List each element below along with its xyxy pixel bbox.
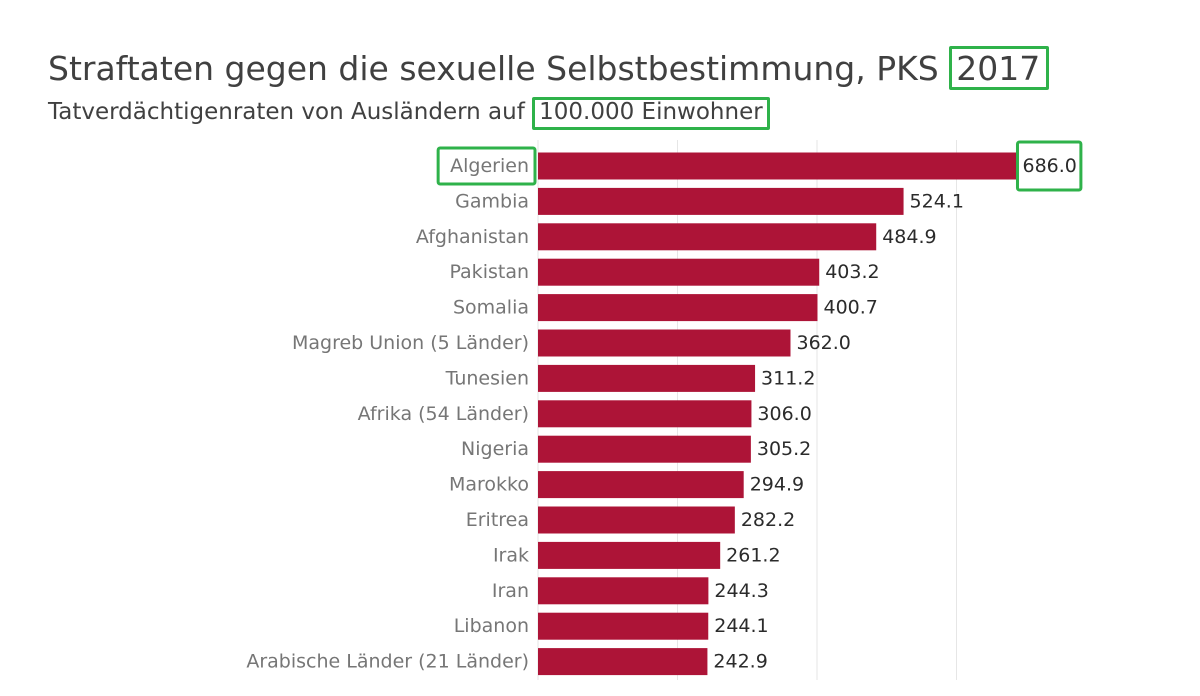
bar-1	[538, 187, 904, 215]
value-label: 244.3	[714, 580, 768, 602]
value-label: 311.2	[761, 367, 815, 389]
highlight-box-category	[436, 146, 537, 186]
chart-title: Straftaten gegen die sexuelle Selbstbest…	[48, 46, 1050, 92]
highlight-box-value	[1015, 140, 1083, 192]
value-label: 484.9	[882, 226, 936, 248]
value-label: 400.7	[823, 297, 877, 319]
category-label: Algerien	[450, 155, 529, 177]
bar-7	[538, 400, 752, 428]
category-label: Magreb Union (5 Länder)	[292, 332, 529, 354]
category-label: Marokko	[449, 474, 529, 496]
value-label: 305.2	[757, 438, 811, 460]
title-year-highlight: 2017	[949, 46, 1050, 91]
bar-10	[538, 506, 735, 534]
category-label: Libanon	[454, 615, 529, 637]
category-label: Irak	[493, 544, 529, 566]
value-label: 524.1	[910, 190, 964, 212]
value-label: 686.0	[1022, 155, 1076, 177]
category-label: Eritrea	[466, 509, 529, 531]
value-label: 362.0	[796, 332, 850, 354]
bar-6	[538, 364, 756, 392]
bar-9	[538, 471, 744, 499]
category-label: Iran	[492, 580, 529, 602]
category-label: Nigeria	[461, 438, 529, 460]
category-label: Afrika (54 Länder)	[358, 403, 529, 425]
chart-title-text: Straftaten gegen die sexuelle Selbstbest…	[48, 49, 939, 88]
category-label: Gambia	[455, 190, 529, 212]
value-label: 242.9	[713, 651, 767, 673]
bar-13	[538, 612, 709, 640]
value-label: 244.1	[714, 615, 768, 637]
chart-subtitle: Tatverdächtigenraten von Ausländern auf …	[48, 94, 770, 131]
category-label: Pakistan	[449, 261, 529, 283]
value-label: 261.2	[726, 544, 780, 566]
category-label: Afghanistan	[416, 226, 529, 248]
bar-14	[538, 648, 708, 676]
category-label: Tunesien	[445, 367, 529, 389]
bar-3	[538, 258, 820, 286]
bar-5	[538, 329, 791, 357]
subtitle-unit-highlight: 100.000 Einwohner	[532, 97, 770, 131]
value-label: 403.2	[825, 261, 879, 283]
value-label: 306.0	[757, 403, 811, 425]
chart-subtitle-text: Tatverdächtigenraten von Ausländern auf	[48, 99, 525, 125]
bar-4	[538, 294, 818, 322]
value-label: 294.9	[750, 474, 804, 496]
bar-11	[538, 541, 721, 569]
bar-2	[538, 223, 877, 251]
bar-12	[538, 577, 709, 605]
bar-8	[538, 435, 751, 463]
category-label: Somalia	[453, 297, 529, 319]
value-label: 282.2	[741, 509, 795, 531]
bar-0	[538, 152, 1017, 180]
category-label: Arabische Länder (21 Länder)	[246, 651, 529, 673]
